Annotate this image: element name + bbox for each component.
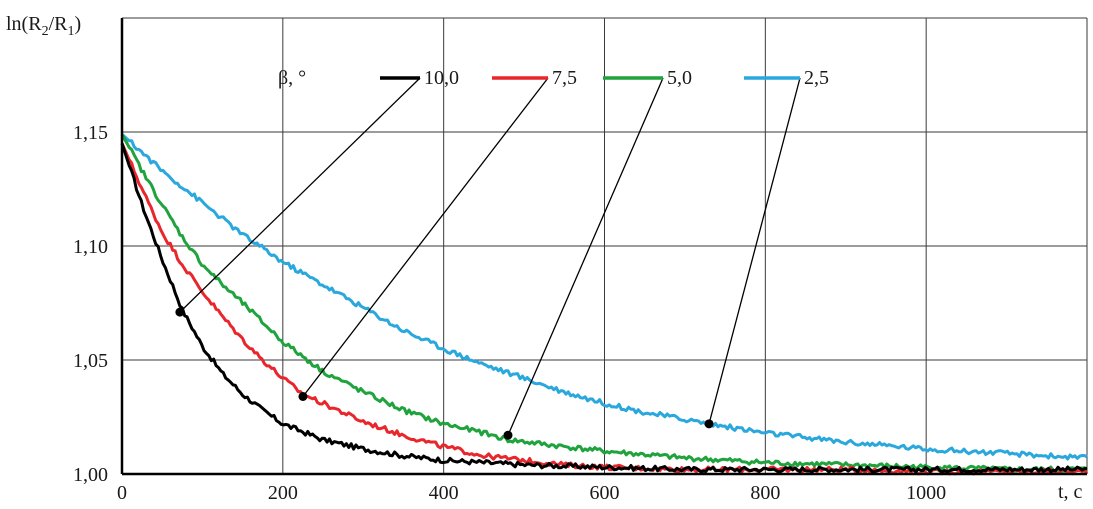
series-line-2 <box>120 133 1089 473</box>
legend-label-1: 7,5 <box>552 67 577 89</box>
axes <box>120 18 1087 476</box>
legend-title: β, ° <box>278 67 306 89</box>
x-tick-label-5: 1000 <box>906 482 946 504</box>
x-tick-label-2: 400 <box>429 482 459 504</box>
series-line-0 <box>120 142 1088 474</box>
legend-label-3: 2,5 <box>804 67 829 89</box>
y-tick-label-3: 1,15 <box>73 122 108 144</box>
leader-line-2 <box>507 77 664 436</box>
leader-line-1 <box>302 77 549 397</box>
y-tick-label-1: 1,05 <box>73 350 108 372</box>
x-tick-label-4: 800 <box>750 482 780 504</box>
callout-marker-3 <box>704 419 714 429</box>
legend-label-2: 5,0 <box>667 67 692 89</box>
y-tick-label-2: 1,10 <box>73 236 108 258</box>
leader-line-0 <box>179 77 421 313</box>
leader-line-3 <box>708 77 801 425</box>
series-line-3 <box>120 133 1088 461</box>
callout-marker-2 <box>503 430 513 440</box>
x-tick-label-0: 0 <box>117 482 127 504</box>
legend-label-0: 10,0 <box>424 67 459 89</box>
x-tick-label-1: 200 <box>268 482 298 504</box>
y-tick-label-0: 1,00 <box>73 464 108 486</box>
y-axis-label: ln(R2/R1) <box>6 13 81 39</box>
x-axis-label: t, c <box>1058 481 1083 503</box>
leader-lines <box>175 77 801 440</box>
gridlines <box>122 17 1088 474</box>
x-tick-label-3: 600 <box>590 482 620 504</box>
callout-marker-1 <box>298 391 308 401</box>
callout-marker-0 <box>175 307 185 317</box>
legend: β, ° 10,0 7,5 5,0 2,5 <box>278 67 829 89</box>
tick-labels: 0 200 400 600 800 1000 1,00 1,05 1,10 1,15 <box>73 122 946 504</box>
